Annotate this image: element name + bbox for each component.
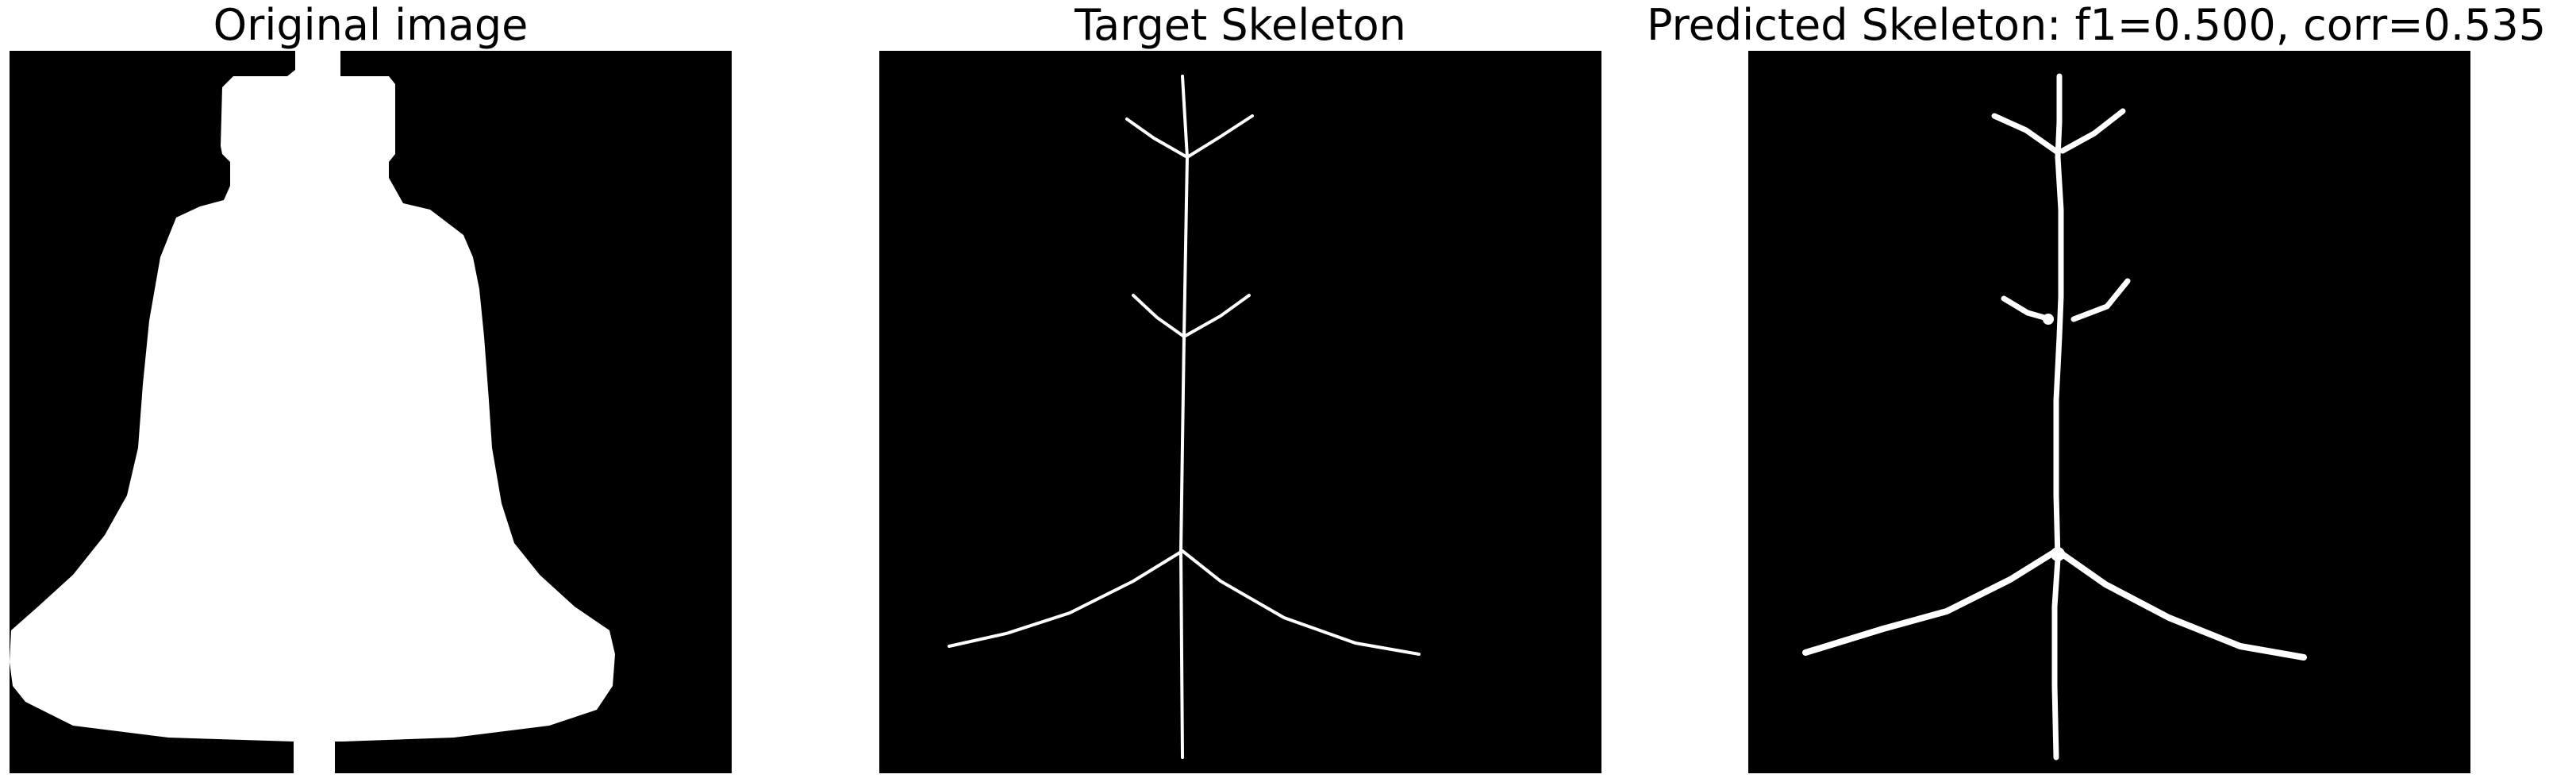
pred-branch-bottom-right: [2055, 548, 2307, 661]
predicted-skeleton-image: [1748, 51, 2470, 773]
target-branch-bottom-right: [1181, 549, 1421, 656]
target-branch-top-left: [1125, 117, 1189, 159]
original-image: [10, 51, 732, 773]
pred-junction-blob: [2051, 547, 2065, 561]
pred-branch-top-right: [2059, 108, 2126, 154]
pred-branch-top-left: [1991, 113, 2061, 156]
pred-branch-bottom-left: [1802, 548, 2059, 656]
pred-mid-blob: [2043, 314, 2054, 325]
pred-branch-mid-left: [2001, 295, 2053, 322]
target-branch-bottom-left: [948, 549, 1184, 648]
bell-silhouette: [10, 51, 615, 773]
pred-branch-mid-right: [2070, 278, 2131, 322]
target-branch-mid-left: [1132, 294, 1186, 338]
panel-title-predicted: Predicted Skeleton: f1=0.500, corr=0.535: [1647, 0, 2547, 50]
panel-title-original: Original image: [213, 0, 529, 50]
panel-title-target: Target Skeleton: [1075, 0, 1406, 50]
target-branch-top-right: [1186, 114, 1254, 159]
target-skeleton-image: [879, 51, 1601, 773]
target-branch-mid-right: [1182, 294, 1251, 338]
